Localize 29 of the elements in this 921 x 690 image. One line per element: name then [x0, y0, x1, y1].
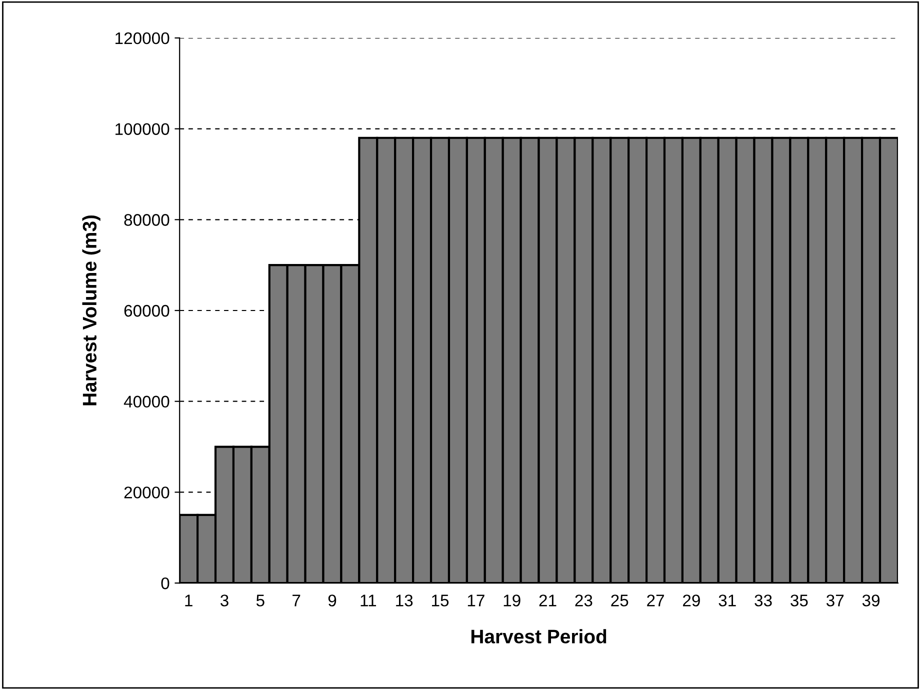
x-tick-label: 17 [468, 594, 484, 606]
y-tick-label: 0 [161, 577, 170, 590]
x-axis-title: Harvest Period [471, 629, 606, 644]
y-tick-label: 40000 [124, 396, 170, 408]
x-tick-label: 9 [328, 594, 336, 606]
x-tick-label: 21 [539, 594, 556, 606]
y-tick-label: 120000 [116, 32, 170, 44]
x-tick-label: 23 [575, 594, 592, 606]
y-tick-label: 60000 [124, 304, 170, 317]
y-tick-label: 100000 [116, 123, 170, 136]
x-tick-label: 31 [718, 594, 736, 606]
x-tick-label: 29 [683, 594, 700, 606]
y-tick-label: 80000 [124, 214, 170, 226]
y-tick-label: 20000 [124, 486, 170, 498]
x-tick-label: 25 [611, 594, 628, 606]
x-tick-label: 37 [826, 594, 844, 606]
y-axis-title: Harvest Volume (m3) [82, 215, 100, 406]
x-tick-label: 15 [432, 594, 449, 606]
x-tick-label: 11 [360, 594, 376, 606]
x-tick-label: 1 [185, 594, 192, 606]
x-tick-label: 27 [647, 594, 664, 606]
x-tick-label: 35 [790, 594, 808, 606]
x-tick-label: 13 [396, 594, 413, 606]
x-tick-label: 5 [256, 594, 264, 606]
x-tick-label: 33 [754, 594, 772, 606]
x-tick-label: 7 [292, 594, 300, 606]
x-tick-label: 39 [862, 594, 880, 606]
x-tick-label: 3 [220, 594, 228, 606]
x-tick-label: 19 [504, 594, 520, 606]
